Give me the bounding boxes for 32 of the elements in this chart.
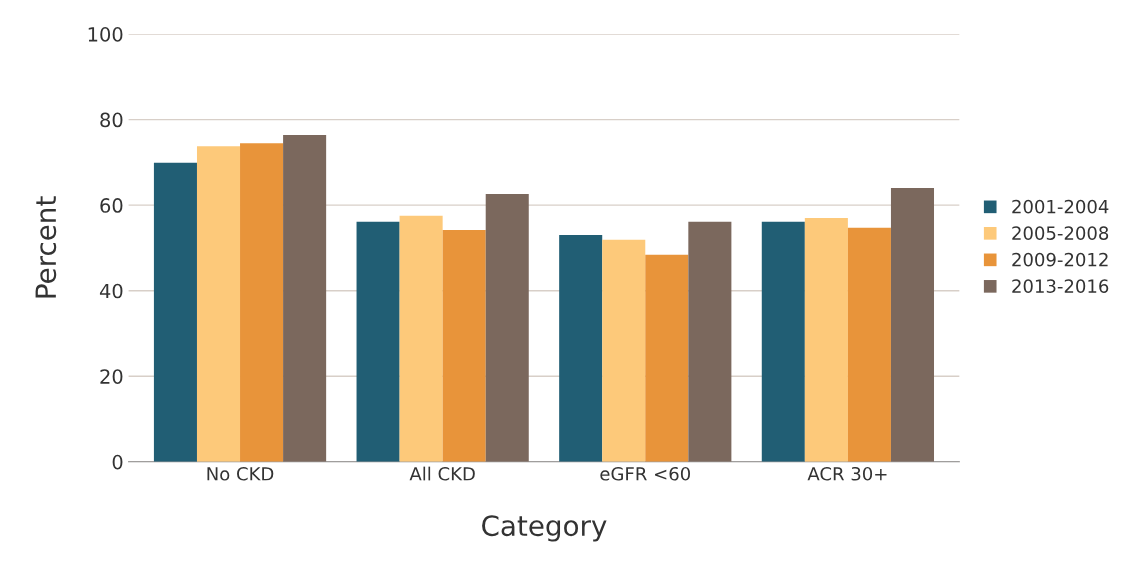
legend-label: 2001-2004 [1012, 199, 1109, 214]
bar [240, 143, 284, 462]
bar [196, 146, 241, 462]
y-tick-label: 0 [112, 454, 123, 470]
bar [559, 235, 603, 462]
bar [399, 215, 443, 462]
bar [761, 221, 805, 462]
bar [153, 162, 197, 462]
bar [283, 135, 327, 462]
y-tick-label: 100 [88, 27, 123, 42]
bar [804, 217, 848, 462]
bar [356, 221, 400, 462]
bar [688, 221, 732, 462]
bar [442, 229, 486, 462]
x-axis-title: Category [482, 515, 607, 542]
legend-label: 2009-2012 [1012, 252, 1108, 267]
y-tick-label: 60 [100, 198, 123, 213]
y-axis-title: Percent [35, 196, 57, 298]
y-tick-label: 20 [100, 369, 123, 384]
bar [485, 194, 529, 462]
y-tick-label: 80 [100, 112, 123, 128]
x-tick-label: ACR 30+ [807, 466, 887, 481]
bar [645, 254, 689, 462]
x-tick-label: All CKD [409, 466, 475, 481]
legend-label: 2013-2016 [1012, 279, 1109, 293]
x-tick-label: No CKD [207, 466, 274, 481]
bar [602, 239, 646, 462]
bar [847, 227, 891, 462]
bar [890, 188, 935, 462]
y-tick-label: 40 [99, 283, 123, 299]
legend-label: 2005-2008 [1012, 226, 1109, 240]
x-tick-label: eGFR <60 [600, 466, 691, 481]
